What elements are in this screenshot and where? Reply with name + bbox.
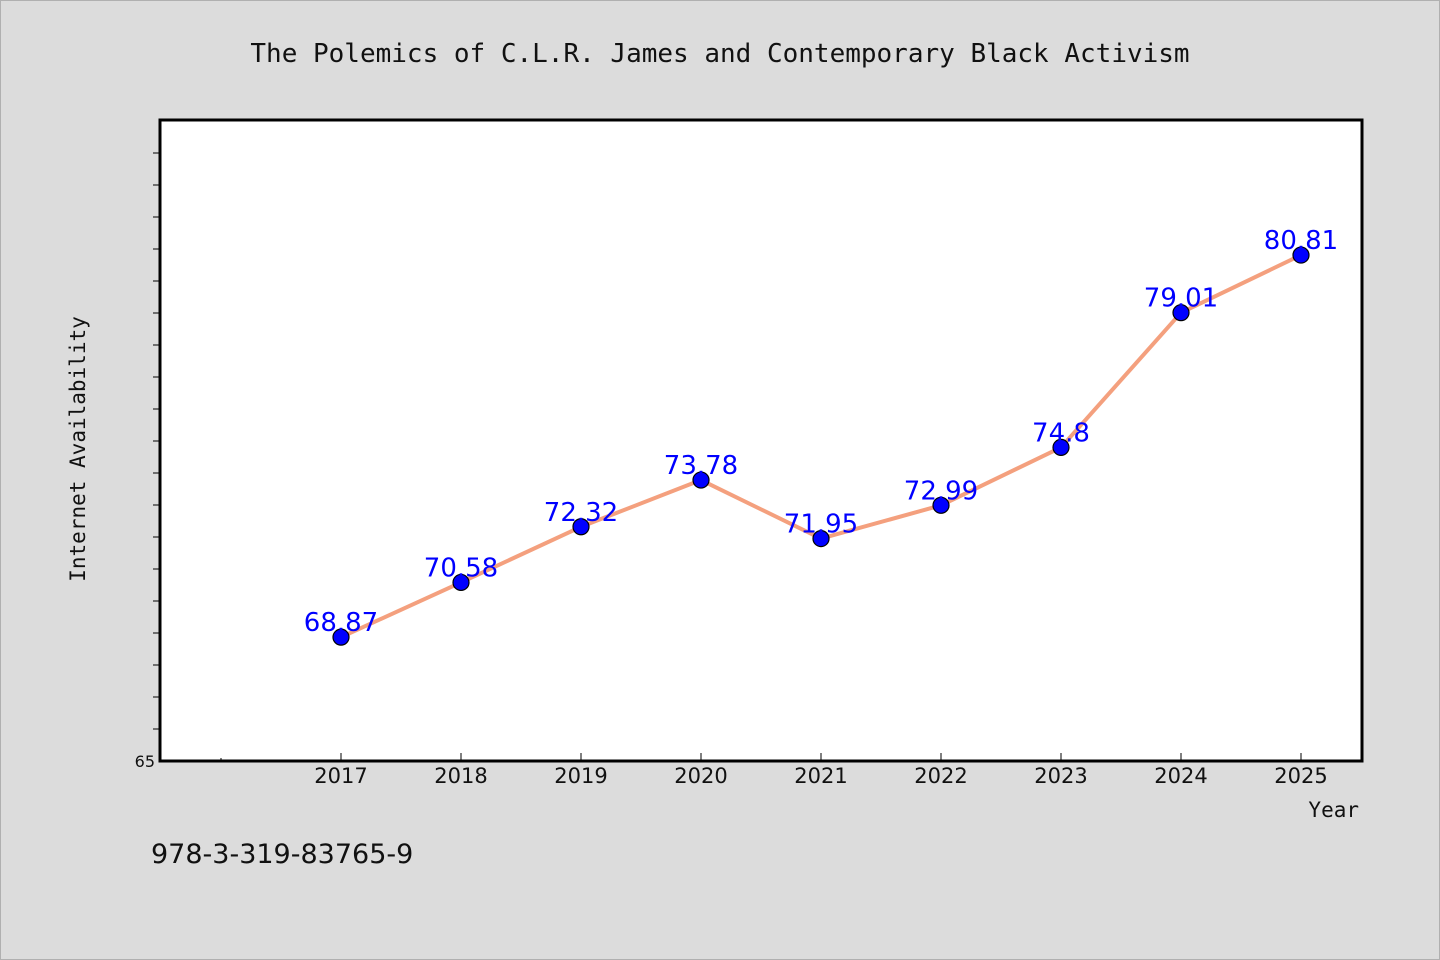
data-label: 68.87 (304, 608, 378, 638)
data-label: 70.58 (424, 553, 498, 583)
data-point (1172, 304, 1190, 322)
data-label: 74.8 (1032, 418, 1090, 448)
x-tick-label: 2021 (794, 764, 847, 788)
data-point (1292, 246, 1310, 264)
data-label: 71.95 (784, 510, 858, 540)
x-tick-label: 2020 (674, 764, 727, 788)
data-point (932, 496, 950, 514)
x-tick-label: 2017 (314, 764, 367, 788)
data-point (692, 471, 710, 489)
y-tick-label: 65 (135, 752, 155, 771)
plot-area (158, 118, 1364, 763)
x-axis-title: Year (1308, 798, 1359, 822)
data-point (812, 529, 830, 548)
series-layer: 68.87 70.58 72.32 73.78 71.95 72.99 74.8 79.01 8… (304, 226, 1338, 646)
data-label: 72.99 (904, 476, 978, 506)
x-axis-ticks: 2017 2018 2019 2020 2021 2022 2023 2024 2025 (220, 753, 1328, 788)
isbn-caption: 978-3-319-83765-9 (151, 839, 413, 870)
x-tick-label: 2025 (1274, 764, 1327, 788)
data-point (1052, 438, 1070, 456)
y-axis-title: Internet Availability (66, 316, 90, 582)
data-label: 73.78 (664, 451, 738, 481)
data-label: 72.32 (544, 498, 618, 528)
x-tick-label: 2022 (914, 764, 967, 788)
data-point (332, 628, 350, 646)
data-point (452, 573, 470, 592)
x-tick-label: 2018 (434, 764, 487, 788)
x-tick-label: 2019 (554, 764, 607, 788)
y-axis-ticks: 65 (135, 152, 161, 771)
chart-title: The Polemics of C.L.R. James and Contemp… (250, 39, 1189, 69)
data-label: 80.81 (1264, 226, 1338, 256)
data-label: 79.01 (1144, 284, 1218, 314)
x-tick-label: 2024 (1154, 764, 1207, 788)
x-tick-label: 2023 (1034, 764, 1087, 788)
data-point (572, 518, 590, 536)
